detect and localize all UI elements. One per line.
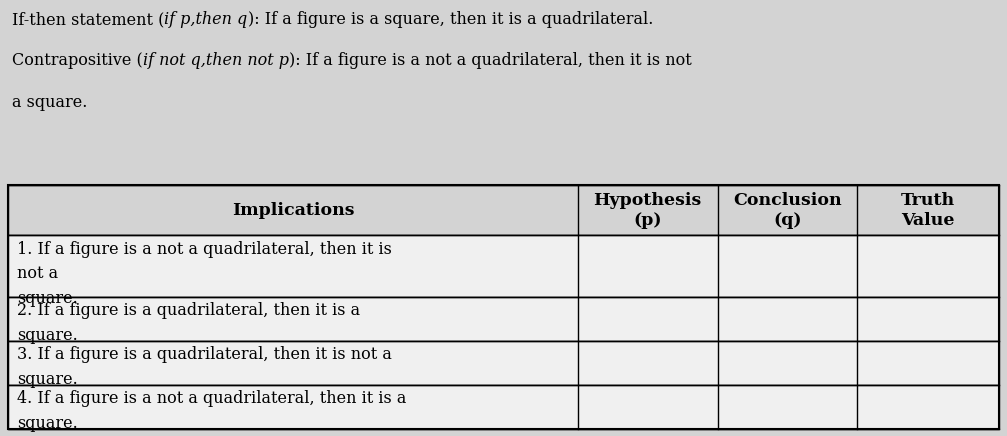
Text: if p,​then q: if p,​then q — [164, 11, 248, 28]
Text: If-then statement (: If-then statement ( — [12, 11, 164, 28]
Text: Contrapositive (: Contrapositive ( — [12, 52, 143, 69]
Text: 3. If a figure is a quadrilateral, then it is not a
square.: 3. If a figure is a quadrilateral, then … — [17, 346, 392, 388]
Text: 2. If a figure is a quadrilateral, then it is a
square.: 2. If a figure is a quadrilateral, then … — [17, 302, 361, 344]
Text: Truth
Value: Truth Value — [901, 192, 956, 228]
Text: Conclusion
(q): Conclusion (q) — [733, 192, 842, 228]
Text: a square.: a square. — [12, 94, 88, 111]
Text: Hypothesis
(p): Hypothesis (p) — [593, 192, 702, 228]
Text: 1. If a figure is a not a quadrilateral, then it is
not a
square.: 1. If a figure is a not a quadrilateral,… — [17, 241, 392, 307]
Text: ): If a figure is a square, then it is a quadrilateral.: ): If a figure is a square, then it is a… — [248, 11, 654, 28]
Text: 4. If a figure is a not a quadrilateral, then it is a
square.: 4. If a figure is a not a quadrilateral,… — [17, 390, 407, 432]
Text: Implications: Implications — [232, 202, 354, 219]
Text: ): If a figure is a not a quadrilateral, then it is not: ): If a figure is a not a quadrilateral,… — [289, 52, 692, 69]
Text: if not q,​then not p: if not q,​then not p — [143, 52, 289, 69]
